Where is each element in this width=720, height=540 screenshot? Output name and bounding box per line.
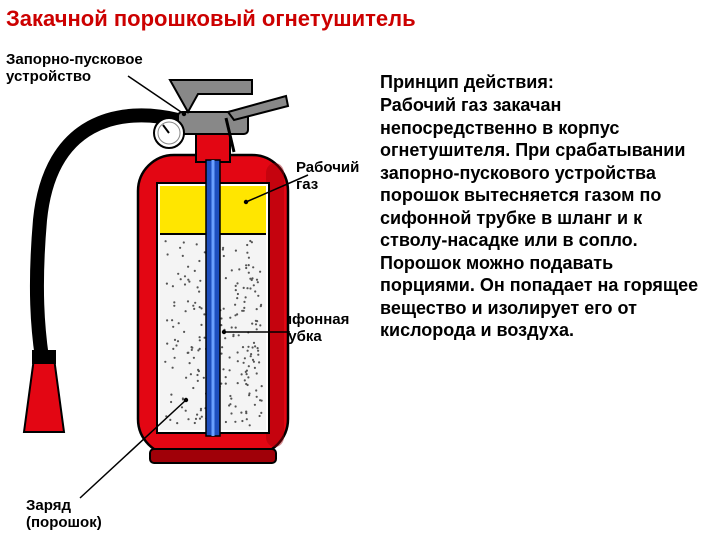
description-body: Рабочий газ закачан непосредственно в ко… [380, 94, 710, 342]
page: Закачной порошковый огнетушитель Принцип… [0, 0, 720, 540]
extinguisher-diagram [20, 60, 360, 500]
page-title: Закачной порошковый огнетушитель [6, 6, 416, 32]
label-charge: Заряд(порошок) [26, 498, 102, 531]
description-heading: Принцип действия: [380, 72, 554, 93]
